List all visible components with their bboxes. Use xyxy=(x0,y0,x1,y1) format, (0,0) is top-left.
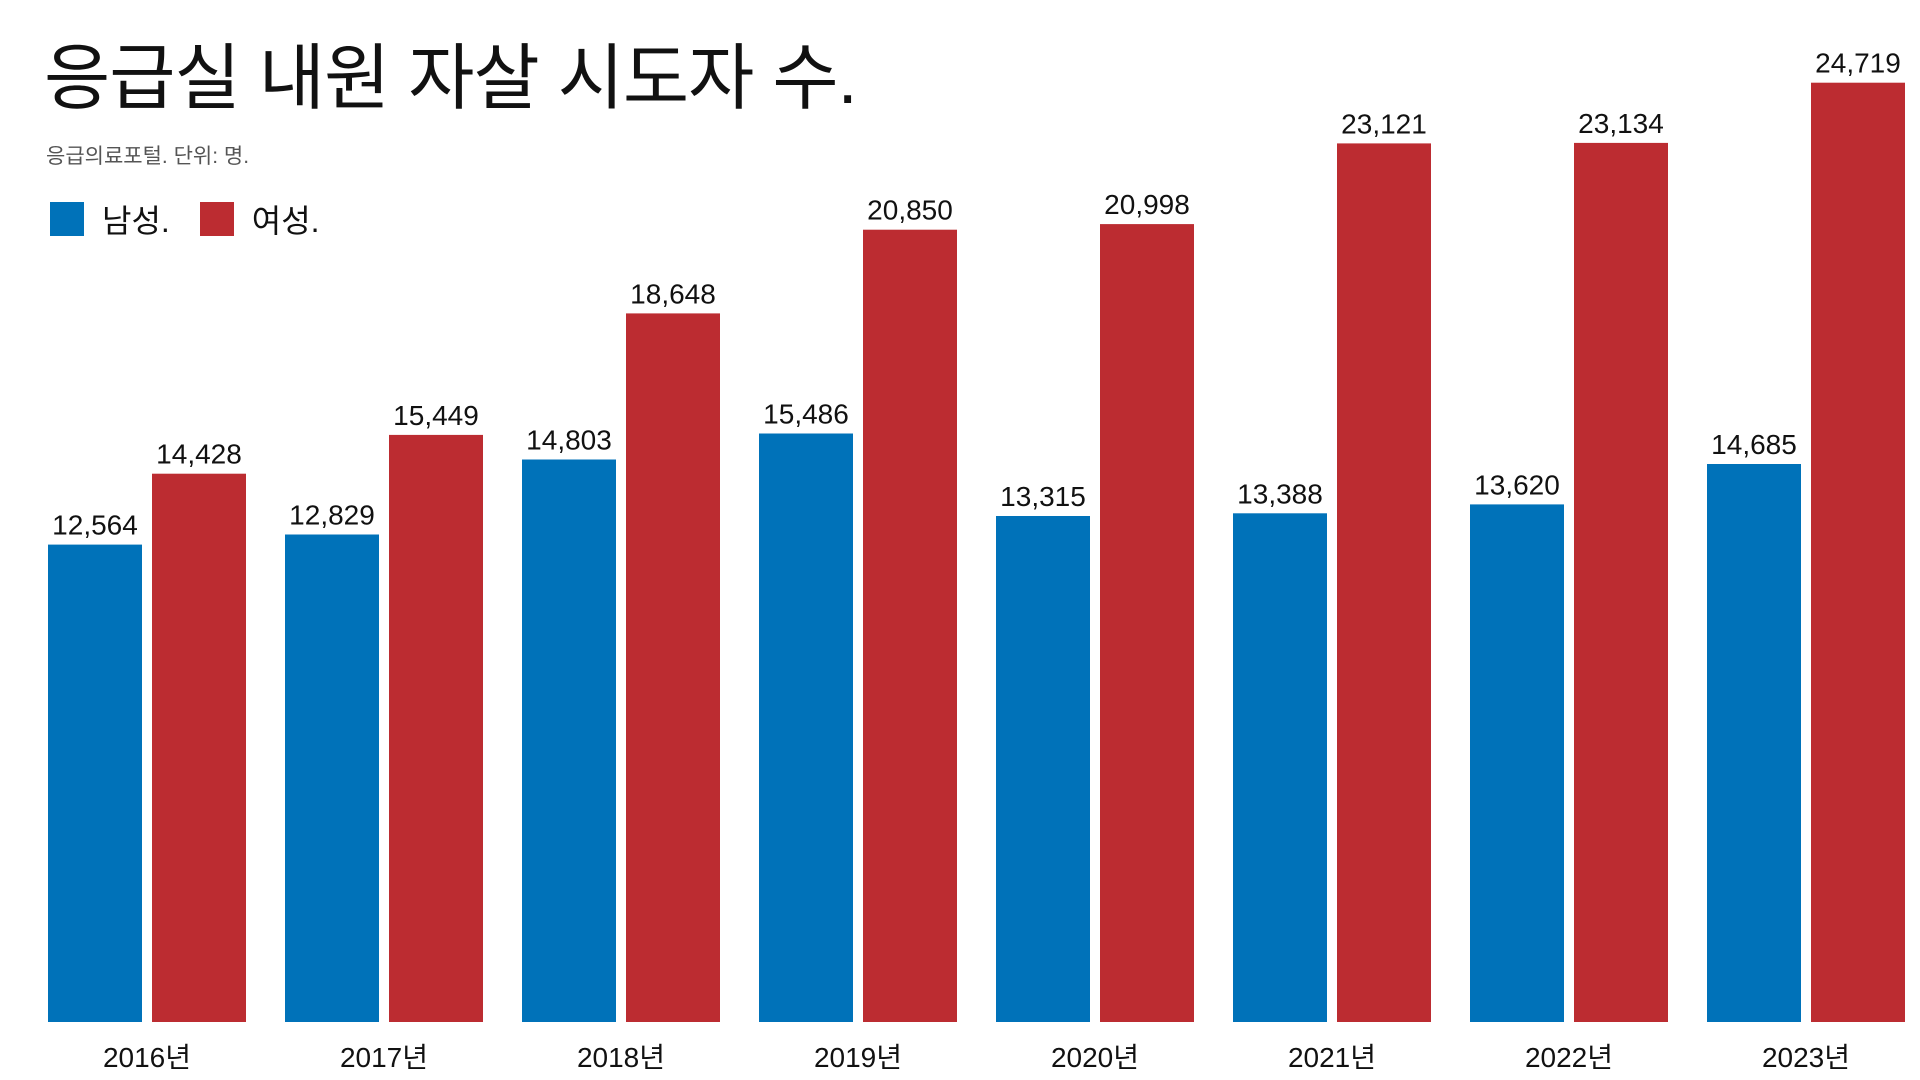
legend-label-female: 여성. xyxy=(251,203,320,239)
chart-legend: 남성. 여성. xyxy=(50,196,320,242)
data-label-female-6: 23,134 xyxy=(1578,108,1664,139)
bar-female-6 xyxy=(1574,142,1668,1022)
bar-female-7 xyxy=(1811,82,1905,1022)
legend-label-male: 남성. xyxy=(102,203,170,239)
bar-female-3 xyxy=(863,229,957,1022)
bar-male-2 xyxy=(522,459,616,1022)
data-label-female-4: 20,998 xyxy=(1104,189,1190,220)
x-tick-label-4: 2020년 xyxy=(1051,1042,1139,1073)
bar-male-7 xyxy=(1707,464,1801,1022)
bar-male-0 xyxy=(48,544,142,1022)
bar-female-0 xyxy=(152,473,246,1022)
x-tick-label-6: 2022년 xyxy=(1525,1042,1613,1073)
x-tick-label-0: 2016년 xyxy=(103,1042,191,1073)
data-label-male-4: 13,315 xyxy=(1000,481,1086,512)
bar-male-6 xyxy=(1470,504,1564,1022)
legend-item-male: 남성. xyxy=(50,196,170,242)
data-label-female-2: 18,648 xyxy=(630,278,716,309)
legend-swatch-male xyxy=(50,202,84,236)
data-label-female-7: 24,719 xyxy=(1815,48,1901,79)
bar-male-1 xyxy=(285,534,379,1022)
data-label-male-0: 12,564 xyxy=(52,510,138,541)
data-label-male-1: 12,829 xyxy=(289,500,375,531)
bar-female-1 xyxy=(389,434,483,1022)
data-label-male-6: 13,620 xyxy=(1474,469,1560,500)
x-tick-label-2: 2018년 xyxy=(577,1042,665,1073)
data-label-male-3: 15,486 xyxy=(763,399,849,430)
x-tick-label-1: 2017년 xyxy=(340,1042,428,1073)
data-label-female-1: 15,449 xyxy=(393,400,479,431)
data-label-female-3: 20,850 xyxy=(867,195,953,226)
legend-swatch-female xyxy=(199,202,234,236)
x-tick-label-5: 2021년 xyxy=(1288,1042,1376,1073)
legend-item-female: 여성. xyxy=(199,196,320,242)
bar-female-2 xyxy=(626,313,720,1022)
bar-female-5 xyxy=(1337,143,1431,1022)
data-label-male-2: 14,803 xyxy=(526,425,612,456)
bar-female-4 xyxy=(1100,224,1194,1023)
chart-title: 응급실 내원 자살 시도자 수. xyxy=(44,39,858,119)
bar-male-5 xyxy=(1233,513,1327,1022)
data-label-female-0: 14,428 xyxy=(156,439,242,470)
bar-male-4 xyxy=(996,516,1090,1022)
x-tick-label-3: 2019년 xyxy=(814,1042,902,1073)
data-label-male-7: 14,685 xyxy=(1711,429,1797,460)
bar-male-3 xyxy=(759,433,853,1022)
data-label-female-5: 23,121 xyxy=(1341,108,1427,139)
chart-subtitle: 응급의료포털. 단위: 명. xyxy=(46,145,250,168)
data-label-male-5: 13,388 xyxy=(1237,478,1323,509)
x-tick-label-7: 2023년 xyxy=(1762,1042,1850,1073)
